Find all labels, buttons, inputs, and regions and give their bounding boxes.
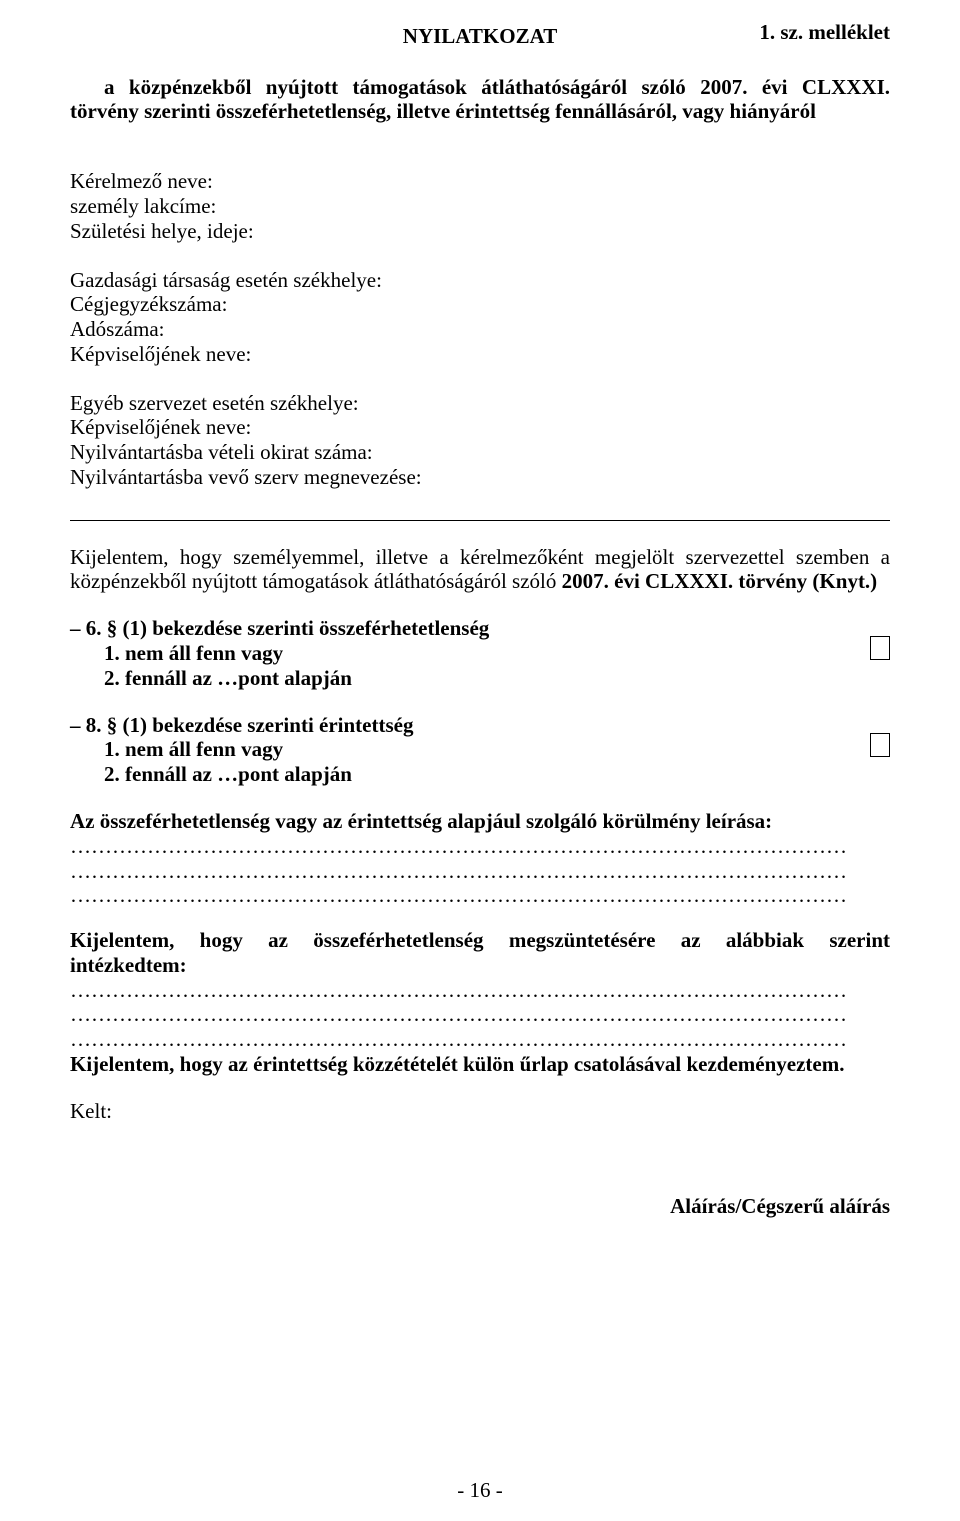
other-org-block: Egyéb szervezet esetén székhelye: Képvis… (70, 391, 890, 490)
declaration-paragraph: Kijelentem, hogy személyemmel, illetve a… (70, 545, 890, 595)
statement-measures-line2: intézkedtem: (70, 953, 890, 978)
intro-paragraph: a közpénzekből nyújtott támogatások átlá… (70, 75, 890, 123)
dotted-line-3: ………………………………………………………………………………………………… (70, 883, 890, 908)
dotted-line-4: ………………………………………………………………………………………………… (70, 978, 890, 1003)
section-8-opt1: 1. nem áll fenn vagy (70, 737, 860, 762)
applicant-block: Kérelmező neve: személy lakcíme: Születé… (70, 169, 890, 243)
section-8: – 8. § (1) bekezdése szerinti érintettsé… (70, 713, 890, 787)
date-label: Kelt: (70, 1099, 890, 1124)
section-6-checkbox[interactable] (870, 636, 890, 660)
company-rep-label: Képviselőjének neve: (70, 342, 890, 367)
other-regbody-label: Nyilvántartásba vevő szerv megnevezése: (70, 465, 890, 490)
form-fields: Kérelmező neve: személy lakcíme: Születé… (70, 169, 890, 489)
page-number: - 16 - (0, 1478, 960, 1503)
other-regdoc-label: Nyilvántartásba vételi okirat száma: (70, 440, 890, 465)
section-6: – 6. § (1) bekezdése szerinti összeférhe… (70, 616, 890, 690)
dotted-line-5: ………………………………………………………………………………………………… (70, 1002, 890, 1027)
applicant-address-label: személy lakcíme: (70, 194, 890, 219)
section-6-opt2: 2. fennáll az …pont alapján (70, 666, 860, 691)
applicant-birth-label: Születési helye, ideje: (70, 219, 890, 244)
section-8-opt2: 2. fennáll az …pont alapján (70, 762, 860, 787)
circumstance-heading: Az összeférhetetlenség vagy az érintetts… (70, 809, 890, 834)
company-seat-label: Gazdasági társaság esetén székhelye: (70, 268, 890, 293)
section-6-heading: – 6. § (1) bekezdése szerinti összeférhe… (70, 616, 860, 641)
statement-publish: Kijelentem, hogy az érintettség közzétét… (70, 1052, 890, 1077)
applicant-name-label: Kérelmező neve: (70, 169, 890, 194)
section-8-heading: – 8. § (1) bekezdése szerinti érintettsé… (70, 713, 860, 738)
other-rep-label: Képviselőjének neve: (70, 415, 890, 440)
declaration-law: 2007. évi CLXXXI. törvény (Knyt.) (562, 569, 878, 593)
company-regno-label: Cégjegyzékszáma: (70, 292, 890, 317)
separator-line (70, 520, 890, 521)
dotted-line-2: ………………………………………………………………………………………………… (70, 859, 890, 884)
section-8-checkbox[interactable] (870, 733, 890, 757)
other-seat-label: Egyéb szervezet esetén székhelye: (70, 391, 890, 416)
company-taxno-label: Adószáma: (70, 317, 890, 342)
section-6-opt1: 1. nem áll fenn vagy (70, 641, 860, 666)
dotted-line-6: ………………………………………………………………………………………………… (70, 1027, 890, 1052)
document-page: 1. sz. melléklet NYILATKOZAT a közpénzek… (0, 0, 960, 1521)
dotted-line-1: ………………………………………………………………………………………………… (70, 834, 890, 859)
statement-measures-line1: Kijelentem, hogy az összeférhetetlenség … (70, 928, 890, 953)
signature-label: Aláírás/Cégszerű aláírás (70, 1194, 890, 1219)
company-block: Gazdasági társaság esetén székhelye: Cég… (70, 268, 890, 367)
